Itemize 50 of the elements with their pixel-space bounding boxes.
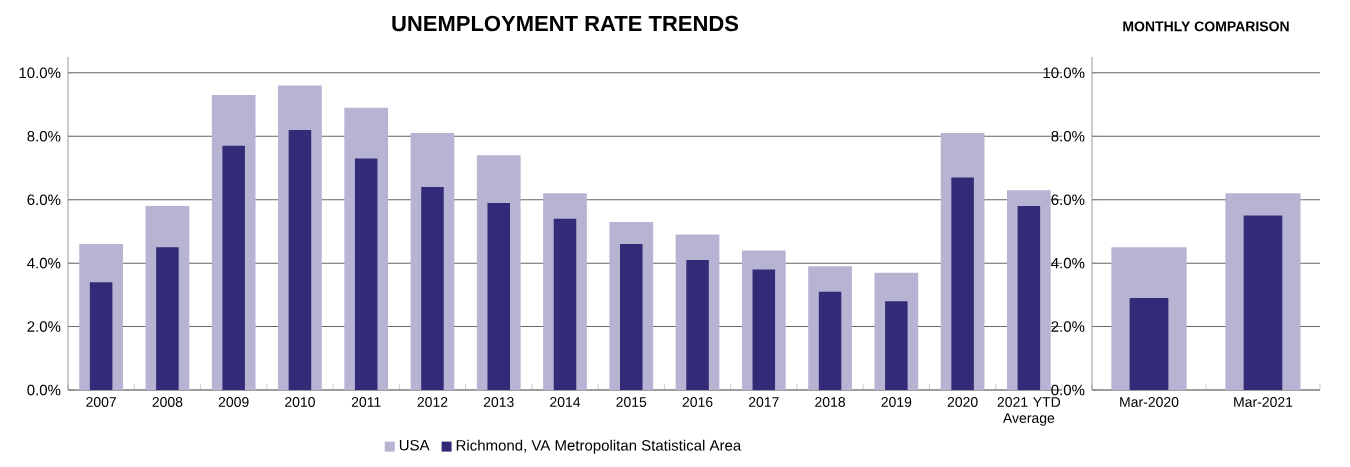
x-tick-label: Mar-2021 <box>1234 397 1293 407</box>
y-tick-label: 6.0% <box>1051 194 1085 206</box>
y-tick-label: 8.0% <box>27 130 61 142</box>
x-tick-label: 2014 <box>550 397 581 407</box>
x-tick-label: 2017 <box>748 397 779 407</box>
x-tick-label: 2021 YTD Average <box>997 397 1061 426</box>
bar <box>354 158 378 390</box>
chart-title: MONTHLY COMPARISON <box>1123 21 1289 32</box>
bar <box>620 244 643 390</box>
x-tick-label: 2008 <box>152 397 183 407</box>
y-tick-label: 6.0% <box>27 194 61 206</box>
x-tick-label: 2018 <box>815 397 846 407</box>
chart-title: UNEMPLOYMENT RATE TRENDS <box>392 15 739 32</box>
x-tick-label: 2012 <box>417 397 448 407</box>
y-tick-label: 8.0% <box>1051 130 1085 142</box>
x-tick-label: 2015 <box>616 397 647 407</box>
bar <box>156 247 179 390</box>
bar <box>89 282 113 390</box>
y-tick-label: 4.0% <box>1051 257 1085 269</box>
bar <box>1017 206 1041 390</box>
bar <box>951 177 974 390</box>
x-tick-label: 2019 <box>881 397 912 407</box>
y-tick-label: 2.0% <box>1051 321 1085 332</box>
legend-label: Richmond, VA Metropolitan Statistical Area <box>456 439 742 454</box>
bar <box>1243 215 1283 390</box>
bar <box>686 259 709 390</box>
x-tick-label: 2016 <box>682 397 713 407</box>
bar <box>1129 298 1169 390</box>
bar <box>288 129 312 390</box>
bar <box>818 291 842 390</box>
bar <box>752 269 776 390</box>
bar <box>222 145 245 390</box>
bar <box>421 187 444 390</box>
y-tick-label: 10.0% <box>1043 67 1085 79</box>
y-tick-label: 2.0% <box>27 321 61 332</box>
x-tick-label: 2011 <box>351 397 381 407</box>
x-tick-label: 2010 <box>285 397 315 407</box>
x-tick-label: 2013 <box>483 397 514 407</box>
x-tick-label: Mar-2020 <box>1120 397 1179 407</box>
y-tick-label: 10.0% <box>19 67 61 79</box>
x-tick-label: 2007 <box>86 397 116 407</box>
y-tick-label: 0.0% <box>1051 384 1085 396</box>
x-tick-label: 2009 <box>218 397 249 407</box>
y-tick-label: 0.0% <box>27 384 61 396</box>
bar <box>553 218 577 390</box>
bar <box>487 202 511 390</box>
x-tick-label: 2020 <box>947 397 978 407</box>
y-tick-label: 4.0% <box>27 257 61 269</box>
legend-label: USA <box>399 439 430 451</box>
bar <box>885 301 908 390</box>
